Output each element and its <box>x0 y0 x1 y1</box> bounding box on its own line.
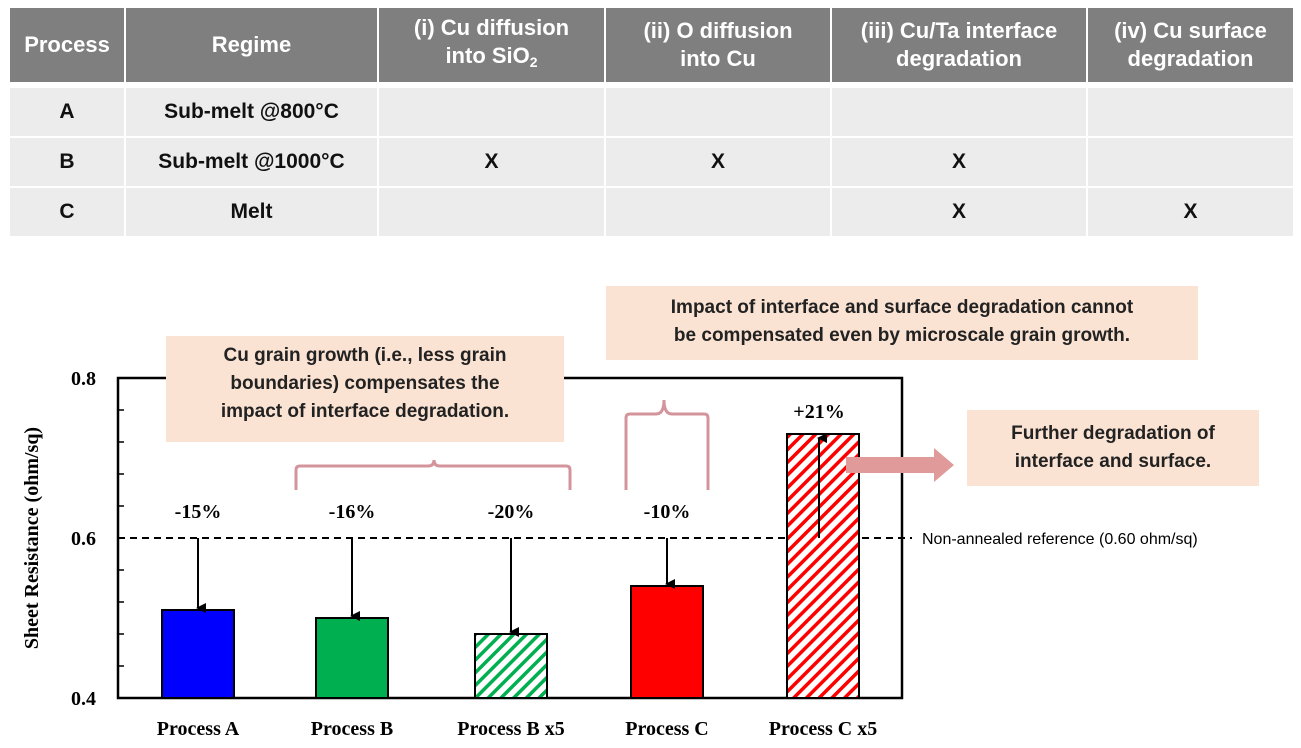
cell-regime: Sub-melt @800°C <box>126 82 377 136</box>
process-table: Process Regime (i) Cu diffusion into SiO… <box>8 8 1295 236</box>
cell-i <box>379 82 604 136</box>
bracket-process-c <box>624 399 710 490</box>
x-tick-label: Process B <box>311 718 393 740</box>
y-tick-label: 0.4 <box>71 688 96 710</box>
table-row: B Sub-melt @1000°C X X X <box>10 136 1293 186</box>
x-tick-label: Process B x5 <box>457 718 564 740</box>
change-label: -10% <box>644 501 691 523</box>
further-degradation-arrow <box>846 448 954 482</box>
bar-process-a <box>161 609 235 699</box>
cell-iv <box>1088 82 1293 136</box>
header-surface-degradation: (iv) Cu surface degradation <box>1088 8 1293 82</box>
change-label: -15% <box>175 501 222 523</box>
cell-i <box>379 186 604 236</box>
cell-iii: X <box>832 136 1086 186</box>
bar-process-c <box>630 585 704 699</box>
x-tick-label: Process C x5 <box>769 718 878 740</box>
y-tick-label: 0.6 <box>71 528 96 550</box>
note-further-degradation: Further degradation of interface and sur… <box>967 410 1259 486</box>
header-cu-diffusion: (i) Cu diffusion into SiO2 <box>379 8 604 82</box>
cell-process: A <box>10 82 124 136</box>
bar-process-c-x5 <box>786 433 860 699</box>
cell-process: B <box>10 136 124 186</box>
note-impact: Impact of interface and surface degradat… <box>606 286 1198 360</box>
header-process: Process <box>10 8 124 82</box>
note-grain-growth: Cu grain growth (i.e., less grain bounda… <box>166 336 564 442</box>
cell-ii <box>606 186 830 236</box>
cell-i: X <box>379 136 604 186</box>
cell-regime: Sub-melt @1000°C <box>126 136 377 186</box>
cell-ii <box>606 82 830 136</box>
reference-label: Non-annealed reference (0.60 ohm/sq) <box>922 531 1198 548</box>
cell-ii: X <box>606 136 830 186</box>
cell-regime: Melt <box>126 186 377 236</box>
x-tick-label: Process A <box>157 718 240 740</box>
header-regime: Regime <box>126 8 377 82</box>
bar-process-b-x5 <box>474 633 548 699</box>
change-label: -20% <box>488 501 535 523</box>
y-tick-label: 0.8 <box>71 368 96 390</box>
cell-iv: X <box>1088 186 1293 236</box>
cell-process: C <box>10 186 124 236</box>
cell-iv <box>1088 136 1293 186</box>
bracket-process-b <box>294 459 572 490</box>
header-interface-degradation: (iii) Cu/Ta interface degradation <box>832 8 1086 82</box>
cell-iii <box>832 82 1086 136</box>
table-row: C Melt X X <box>10 186 1293 236</box>
cell-iii: X <box>832 186 1086 236</box>
header-o-diffusion: (ii) O diffusion into Cu <box>606 8 830 82</box>
bar-process-b <box>315 617 389 699</box>
x-tick-label: Process C <box>625 718 709 740</box>
change-label: -16% <box>329 501 376 523</box>
y-axis-label: Sheet Resistance (ohm/sq) <box>21 427 43 649</box>
change-label: +21% <box>793 401 844 423</box>
table-row: A Sub-melt @800°C <box>10 82 1293 136</box>
